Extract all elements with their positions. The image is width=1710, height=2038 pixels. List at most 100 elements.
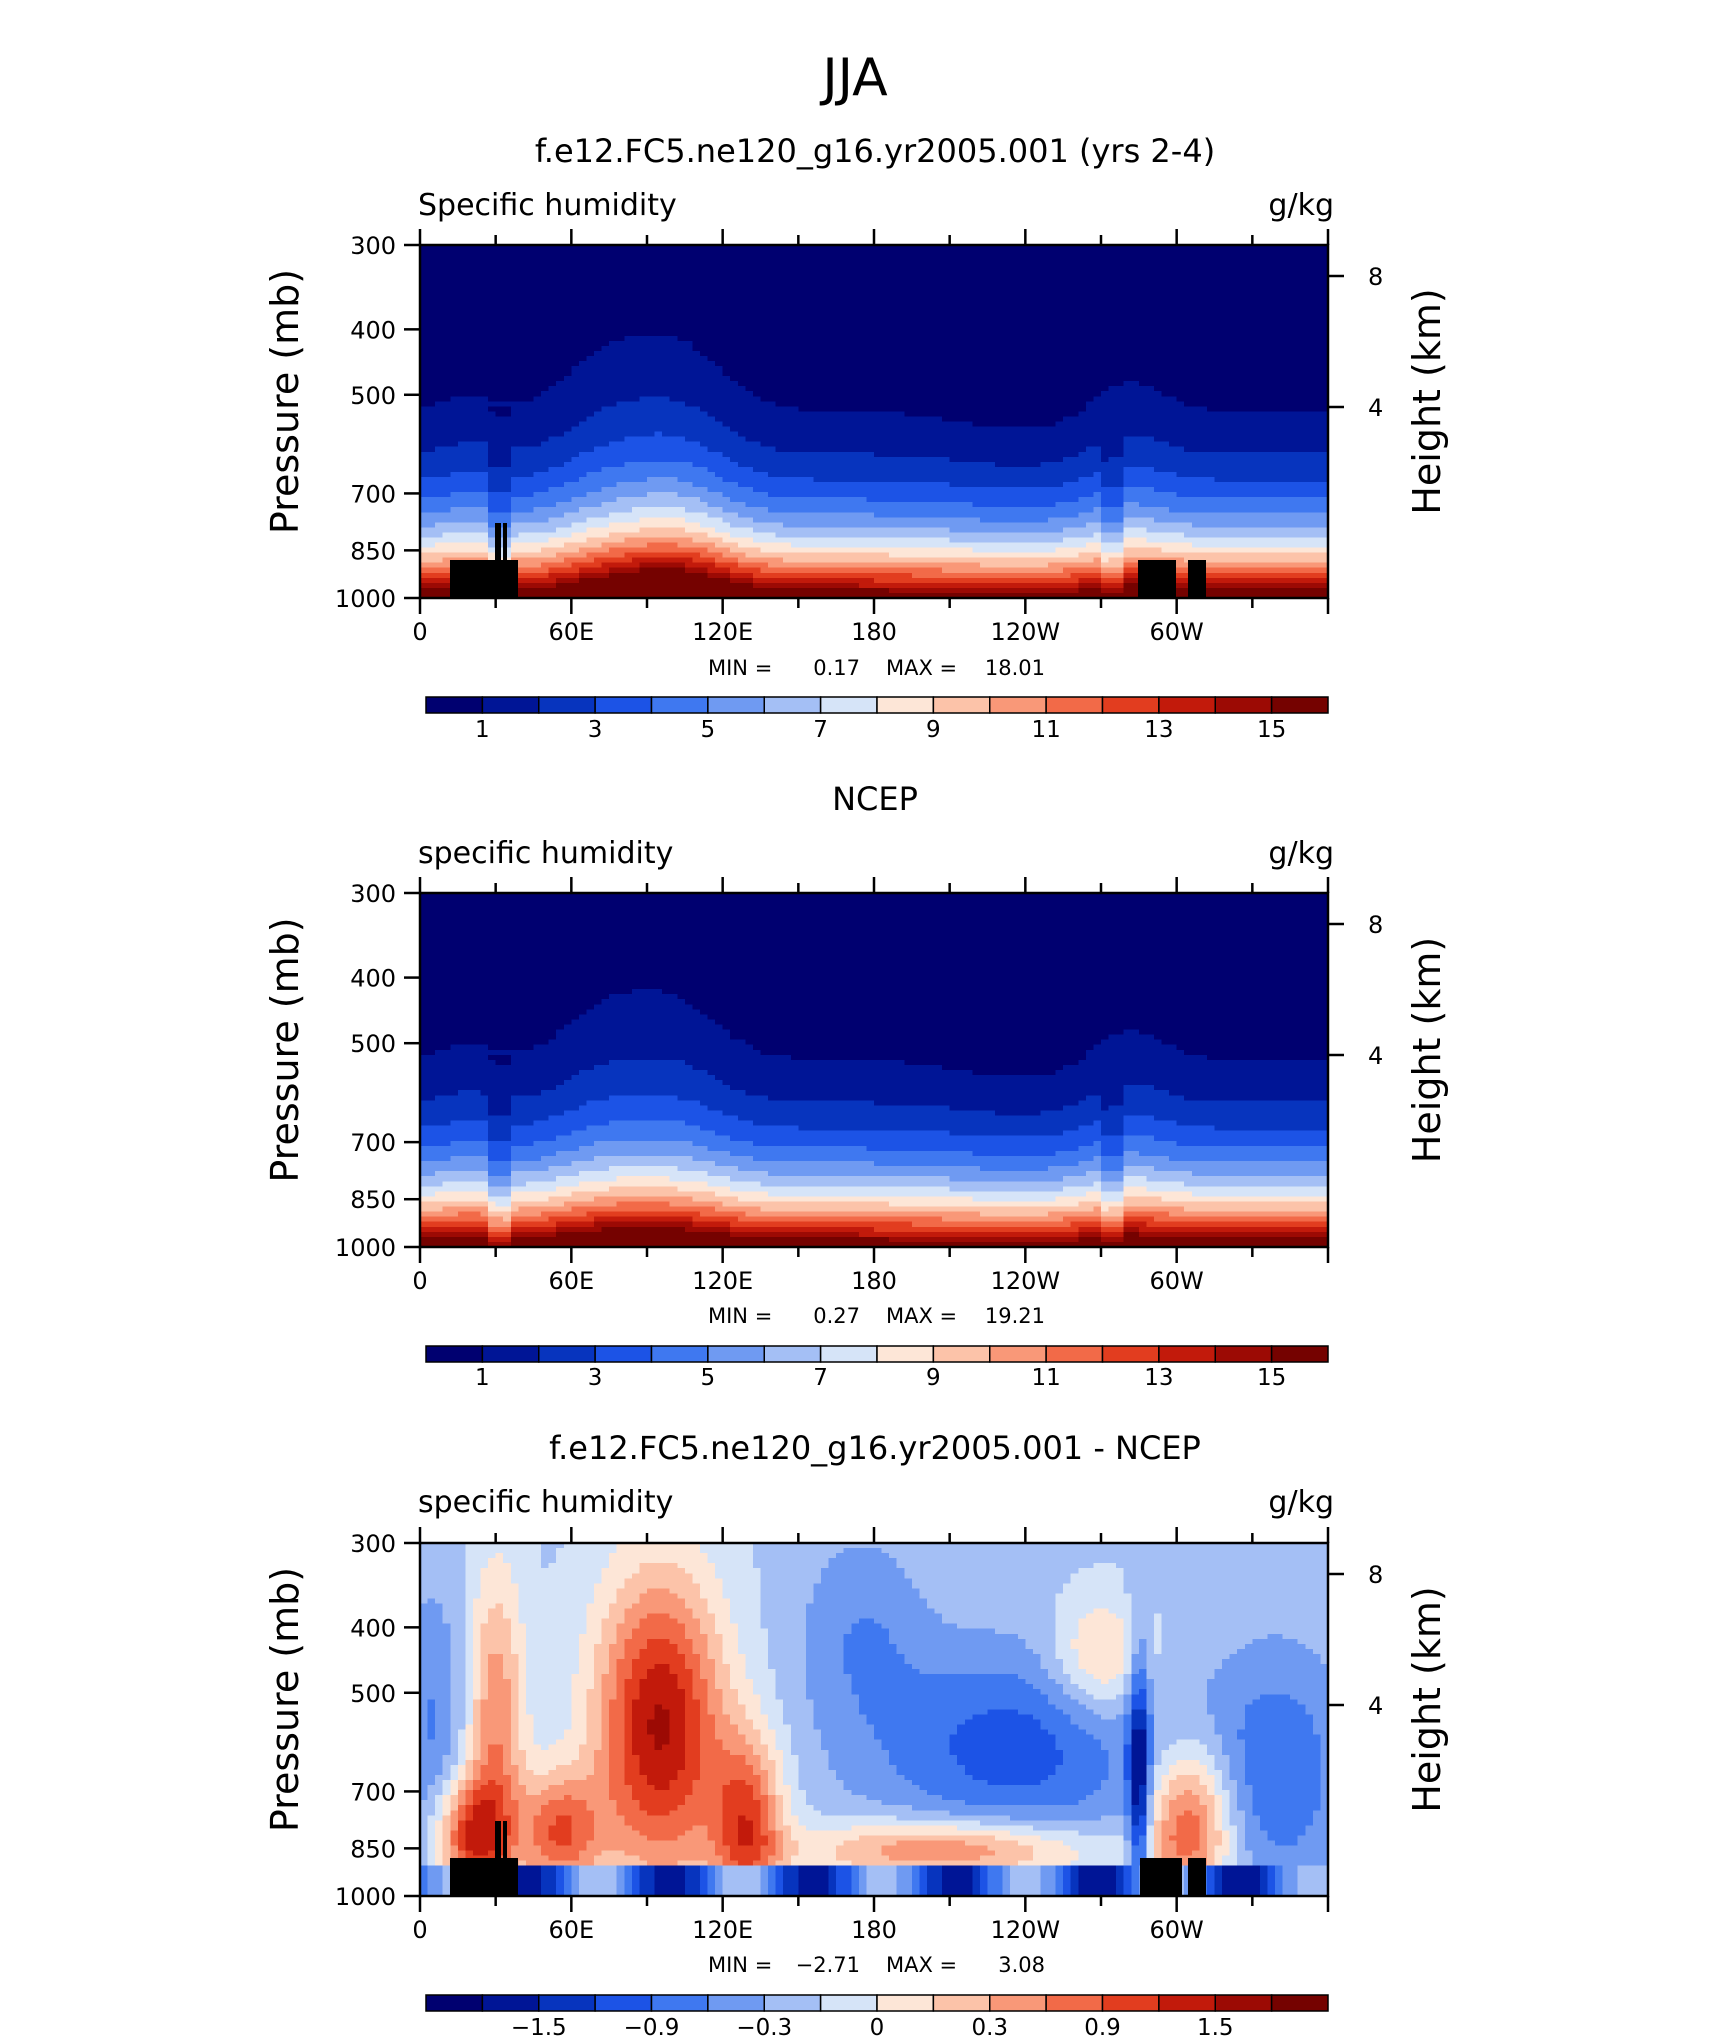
field-cell [472, 426, 482, 433]
field-cell [1153, 426, 1163, 433]
field-cell [1214, 446, 1223, 453]
field-cell [730, 275, 739, 281]
field-cell [911, 376, 920, 382]
field-cell [790, 355, 799, 362]
field-cell [911, 436, 920, 443]
field-cell [1290, 421, 1299, 428]
field-cell [1070, 270, 1079, 276]
field-cell [442, 295, 451, 302]
field-cell [858, 416, 868, 423]
field-cell [881, 451, 890, 458]
field-cell [1093, 350, 1102, 357]
field-cell [488, 386, 497, 392]
field-cell [828, 360, 837, 367]
field-cell [1108, 255, 1117, 261]
field-cell [1032, 411, 1042, 418]
field-cell [821, 386, 830, 392]
field-cell [1010, 245, 1019, 251]
field-cell [1131, 441, 1140, 448]
field-cell [1191, 325, 1200, 332]
field-cell [525, 345, 535, 352]
field-cell [843, 285, 852, 291]
field-cell [987, 345, 996, 352]
field-cell [1259, 320, 1269, 327]
field-cell [821, 330, 830, 337]
field-cell [964, 335, 973, 342]
field-cell [1078, 275, 1087, 281]
field-cell [616, 275, 625, 281]
field-cell [858, 340, 868, 347]
field-cell [420, 411, 429, 418]
field-cell [722, 360, 731, 367]
field-cell [1017, 446, 1026, 453]
field-cell [775, 391, 784, 397]
field-cell [503, 436, 512, 443]
field-cell [1169, 265, 1178, 271]
field-cell [737, 406, 746, 413]
field-cell [586, 391, 595, 397]
field-cell [919, 366, 928, 372]
field-cell [1267, 360, 1276, 367]
field-cell [1070, 265, 1079, 271]
field-cell [1259, 431, 1269, 438]
field-cell [427, 325, 436, 332]
field-cell [1093, 386, 1102, 392]
field-cell [881, 335, 890, 342]
field-cell [699, 345, 709, 352]
field-cell [836, 401, 845, 407]
field-cell [1290, 305, 1299, 312]
field-cell [1206, 360, 1216, 367]
field-cell [684, 360, 693, 367]
field-cell [1017, 406, 1026, 413]
field-cell [1032, 401, 1042, 407]
field-cell [586, 330, 595, 337]
field-cell [1002, 260, 1011, 266]
field-cell [1010, 426, 1019, 433]
field-cell [828, 270, 837, 276]
field-cell [1093, 360, 1102, 367]
field-cell [503, 360, 512, 367]
field-cell [828, 371, 837, 377]
field-cell [752, 446, 762, 453]
field-cell [1063, 446, 1072, 453]
field-cell [563, 305, 572, 312]
field-cell [472, 305, 482, 312]
field-cell [707, 396, 716, 402]
field-cell [601, 345, 610, 352]
field-cell [1312, 436, 1322, 443]
field-cell [1297, 431, 1306, 438]
field-cell [1025, 265, 1034, 271]
field-cell [510, 325, 519, 332]
field-cell [783, 360, 792, 367]
field-cell [1244, 290, 1253, 297]
field-cell [1222, 315, 1231, 322]
field-cell [662, 355, 671, 362]
field-cell [563, 340, 572, 347]
field-cell [450, 265, 459, 271]
field-cell [1320, 305, 1329, 312]
field-cell [752, 285, 762, 291]
field-cell [979, 275, 989, 281]
field-cell [1252, 391, 1261, 397]
field-cell [480, 325, 489, 332]
field-cell [571, 386, 580, 392]
field-cell [624, 350, 633, 357]
field-cell [662, 270, 671, 276]
field-cell [1055, 295, 1064, 302]
field-cell [1108, 280, 1117, 286]
field-cell [1184, 371, 1193, 377]
field-cell [578, 335, 588, 342]
field-cell [1275, 396, 1284, 402]
field-cell [1275, 305, 1284, 312]
field-cell [1153, 436, 1163, 443]
field-cell [934, 255, 943, 261]
field-cell [821, 295, 830, 302]
field-cell [1176, 285, 1185, 291]
field-cell [548, 401, 557, 407]
field-cell [1138, 295, 1147, 302]
field-cell [662, 340, 671, 347]
field-cell [995, 411, 1004, 418]
field-cell [866, 340, 875, 347]
field-cell [1244, 431, 1253, 438]
field-cell [472, 320, 482, 327]
